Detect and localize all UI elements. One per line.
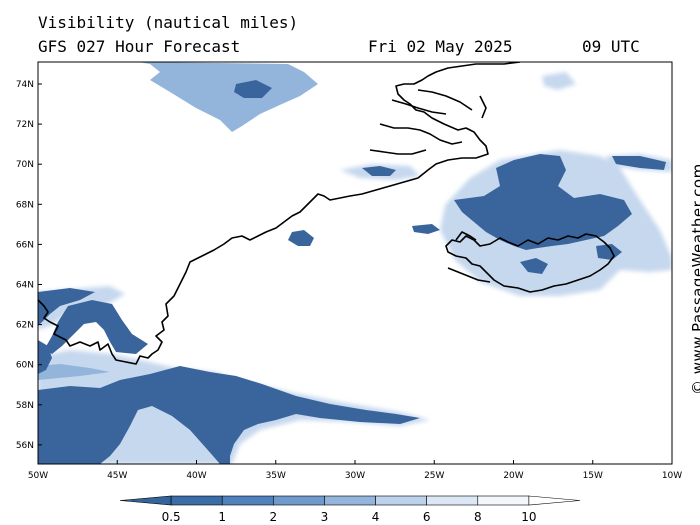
visibility-fog-east-greenland xyxy=(362,166,396,176)
visibility-fog-south-iceland xyxy=(520,258,548,274)
iceland-westfjords xyxy=(447,231,491,283)
forecast-date: Fri 02 May 2025 xyxy=(368,37,513,56)
lon-tick-label: 10W xyxy=(662,471,682,481)
colorbar-segment xyxy=(170,495,223,506)
lon-tick-label: 40W xyxy=(186,471,206,481)
lon-tick-label: 30W xyxy=(345,471,365,481)
visibility-fog-greenland-patch xyxy=(234,80,272,98)
lat-tick-label: 62N xyxy=(16,321,34,331)
colorbar-label: 1 xyxy=(218,510,227,524)
colorbar-label: 8 xyxy=(473,510,482,524)
colorbar-segment xyxy=(273,495,325,506)
visibility-halo-jan-mayen xyxy=(542,72,576,90)
visibility-fog-east-iceland xyxy=(596,244,622,260)
lon-tick-label: 25W xyxy=(424,471,444,481)
lat-tick-label: 66N xyxy=(16,240,34,250)
visibility-fog-labrador-sea xyxy=(38,366,420,464)
visibility-fog-davis-ring xyxy=(44,300,148,354)
colorbar-segment xyxy=(528,495,581,506)
visibility-fog-irminger xyxy=(288,230,314,246)
forecast-time: 09 UTC xyxy=(582,37,640,56)
colorbar-label: 3 xyxy=(320,510,329,524)
lat-tick-label: 68N xyxy=(16,200,34,210)
lat-tick-label: 74N xyxy=(16,80,34,90)
lat-tick-label: 64N xyxy=(16,281,34,291)
lat-tick-label: 60N xyxy=(16,361,34,371)
lat-tick-label: 72N xyxy=(16,120,34,130)
colorbar-segment xyxy=(221,495,274,506)
lat-tick-label: 58N xyxy=(16,401,34,411)
lon-tick-label: 45W xyxy=(107,471,127,481)
copyright-credit: © www.PassageWeather.com xyxy=(689,163,700,395)
visibility-fog-west-edge xyxy=(38,340,52,374)
visibility-fog-greenland-north xyxy=(138,62,318,132)
colorbar-label: 2 xyxy=(269,510,278,524)
greenland-fjords xyxy=(369,89,487,155)
visibility-fog-labrador-edge xyxy=(38,364,110,380)
colorbar-segment xyxy=(426,495,479,506)
visibility-fog-small xyxy=(412,224,440,234)
forecast-hour-title: GFS 027 Hour Forecast xyxy=(38,37,241,56)
lon-tick-label: 20W xyxy=(503,471,523,481)
colorbar-segment xyxy=(375,495,427,506)
colorbar-segment xyxy=(477,495,530,506)
visibility-fog-north-iceland xyxy=(454,154,632,250)
latitude-axis: 74N 72N 70N 68N 66N 64N 62N 60N 58N 56N xyxy=(16,80,42,451)
lon-tick-label: 50W xyxy=(28,471,48,481)
iceland-coastline xyxy=(445,233,615,293)
longitude-axis: 50W 45W 40W 35W 30W 25W 20W 15W 10W xyxy=(28,460,682,481)
lon-tick-label: 15W xyxy=(583,471,603,481)
map-variable-title: Visibility (nautical miles) xyxy=(38,13,299,32)
colorbar-label: 6 xyxy=(422,510,431,524)
colorbar-segment xyxy=(324,495,376,506)
visibility-field xyxy=(38,62,672,464)
lat-tick-label: 70N xyxy=(16,160,34,170)
colorbar-label: 4 xyxy=(371,510,380,524)
visibility-colorbar xyxy=(119,495,581,506)
colorbar-label: 0.5 xyxy=(161,510,181,524)
visibility-fog-davis-north xyxy=(38,288,95,326)
lon-tick-label: 35W xyxy=(266,471,286,481)
lat-tick-label: 56N xyxy=(16,441,34,451)
colorbar-label: 10 xyxy=(521,510,537,524)
colorbar-segment xyxy=(119,495,172,506)
visibility-fog-norway-sea xyxy=(612,156,666,170)
